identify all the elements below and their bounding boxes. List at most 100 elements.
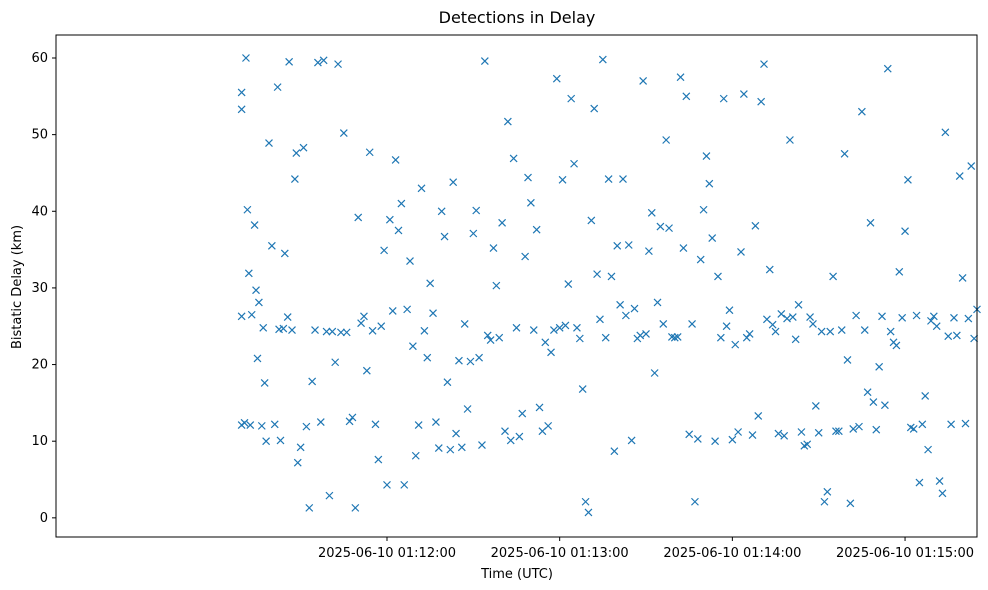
data-point [434,444,443,453]
data-point [262,437,271,446]
y-tick-label: 20 [31,358,48,373]
data-point [644,247,653,256]
data-point [584,508,593,517]
data-point [955,172,964,180]
data-point [941,128,950,137]
data-point [791,335,800,344]
data-point [466,357,475,366]
data-point [446,445,455,454]
data-point [408,342,417,351]
data-point [237,312,246,321]
data-point [601,333,610,342]
data-point [558,175,567,184]
data-point [524,173,532,182]
data-point [237,88,246,97]
data-point [814,428,823,437]
axes-frame [55,34,978,538]
data-point [806,313,814,321]
data-point [895,267,904,276]
data-point [886,327,895,336]
data-point [567,94,576,103]
data-point [642,329,650,338]
data-point [252,286,260,295]
data-point [958,274,967,282]
data-point [909,425,918,433]
data-point [656,222,665,231]
data-point [377,322,386,331]
data-point [388,306,397,315]
data-point [253,354,262,363]
data-point [970,334,979,343]
data-point [400,480,409,489]
data-point [460,320,469,328]
data-point [293,458,302,467]
data-point [552,74,561,83]
y-tick-label: 0 [40,511,48,526]
axes: 0 10 20 30 40 50 60 2025-06-10 01:12:00 2025-06-… [31,34,978,561]
x-tick-label: 2025-06-10 01:12:00 [318,546,456,561]
data-point [696,255,705,264]
data-point [246,421,255,430]
data-point [328,327,337,336]
data-point [276,436,285,445]
data-point [455,356,463,365]
data-point [679,244,688,252]
data-point [549,326,558,334]
data-point [431,418,440,426]
data-point [357,319,366,328]
data-point [305,503,314,512]
data-point [570,159,578,168]
data-point [512,323,521,332]
data-point [472,206,481,215]
data-point [872,425,881,434]
data-point [860,326,869,334]
data-point [360,312,368,321]
data-point [691,497,699,506]
data-point [288,326,296,334]
data-point [480,57,489,65]
data-point [420,326,429,335]
data-point [932,322,941,331]
data-point [636,331,645,340]
data-point [280,249,289,258]
x-tick-label: 2025-06-10 01:14:00 [663,546,801,561]
x-tick-label: 2025-06-10 01:13:00 [491,546,629,561]
data-point [670,333,679,342]
data-point [742,333,751,342]
data-point [901,227,909,236]
data-point [308,377,317,386]
data-point [719,94,728,103]
data-point [912,311,921,320]
data-point [607,272,616,281]
data-point [751,221,760,230]
data-point [757,97,766,106]
data-point [489,244,498,252]
data-point [780,431,789,440]
data-point [334,60,342,69]
data-point [475,353,484,362]
data-point [898,313,907,322]
data-point [561,321,570,330]
data-point [869,398,878,407]
data-point [834,427,843,436]
data-point [748,431,757,439]
data-point [866,218,875,227]
data-point [774,429,783,438]
y-tick-label: 40 [31,204,48,219]
data-point [904,175,912,184]
data-point [745,329,754,338]
data-point [624,241,633,249]
data-point [240,418,249,427]
data-point [924,445,932,454]
data-point [354,213,363,222]
data-point [452,429,460,438]
data-point [374,455,383,464]
data-point [650,369,659,377]
data-point [406,257,414,266]
data-point [555,323,564,332]
data-point [699,205,708,214]
data-point [532,225,541,234]
data-point [290,175,299,184]
data-point [339,129,348,138]
